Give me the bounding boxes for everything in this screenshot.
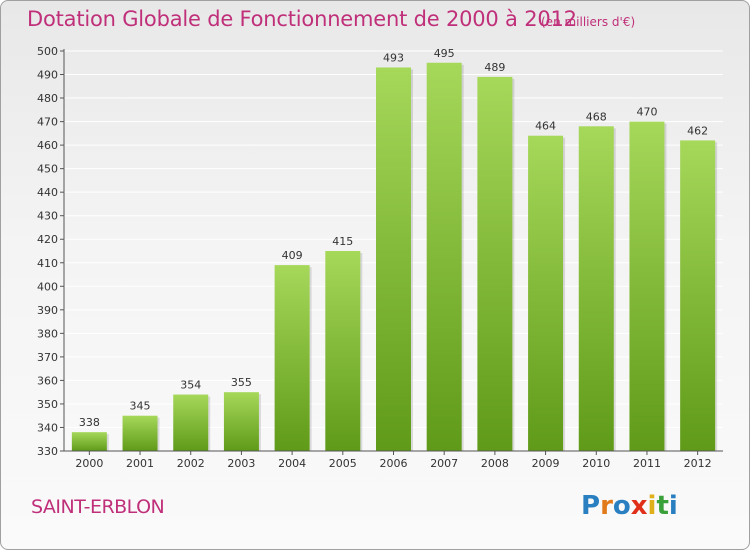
bar (71, 432, 107, 451)
data-label: 489 (484, 61, 505, 74)
data-label: 345 (130, 400, 151, 413)
x-tick-label: 2008 (481, 457, 509, 470)
data-label: 355 (231, 376, 252, 389)
data-label: 464 (535, 120, 556, 133)
y-tick-label: 400 (37, 280, 58, 293)
y-tick-label: 410 (37, 257, 58, 270)
y-tick-label: 390 (37, 304, 58, 317)
bar (274, 265, 310, 451)
proxiti-logo: Proxiti (581, 491, 678, 521)
bar (578, 126, 614, 451)
logo-letter: i (647, 491, 657, 521)
y-tick-label: 330 (37, 445, 58, 458)
bar (477, 76, 513, 451)
y-tick-label: 340 (37, 421, 58, 434)
data-label: 354 (180, 379, 201, 392)
logo-letter: i (668, 491, 678, 521)
logo-letter: o (612, 491, 631, 521)
x-tick-label: 2011 (633, 457, 661, 470)
logo-letter: P (581, 491, 601, 521)
y-tick-label: 450 (37, 163, 58, 176)
data-label: 462 (687, 124, 708, 137)
x-tick-label: 2010 (582, 457, 610, 470)
bar (426, 62, 462, 451)
data-label: 415 (332, 235, 353, 248)
y-tick-label: 430 (37, 210, 58, 223)
x-tick-label: 2002 (177, 457, 205, 470)
data-label: 338 (79, 416, 100, 429)
bar (173, 394, 209, 451)
y-tick-label: 420 (37, 233, 58, 246)
y-tick-label: 490 (37, 69, 58, 82)
y-tick-label: 360 (37, 374, 58, 387)
x-tick-label: 2006 (380, 457, 408, 470)
logo-letter: x (630, 491, 648, 521)
y-tick-label: 370 (37, 351, 58, 364)
data-label: 468 (586, 110, 607, 123)
data-label: 409 (282, 249, 303, 262)
data-label: 495 (434, 47, 455, 60)
axes: 330 340 350 360 370 380 390 400 410 420 430 440 450 4… (37, 45, 723, 470)
bar (325, 251, 361, 451)
x-tick-label: 2007 (430, 457, 458, 470)
x-tick-label: 2012 (684, 457, 712, 470)
bar (629, 121, 665, 452)
bar (376, 67, 411, 452)
x-tick-label: 2003 (227, 457, 255, 470)
bar (122, 415, 158, 451)
bar (223, 392, 259, 451)
y-tick-label: 500 (37, 45, 58, 58)
y-tick-label: 480 (37, 92, 58, 105)
y-tick-label: 350 (37, 398, 58, 411)
x-tick-label: 2000 (75, 457, 103, 470)
x-tick-label: 2009 (532, 457, 560, 470)
commune-name: SAINT-ERBLON (31, 496, 165, 518)
data-label: 493 (383, 51, 404, 64)
x-tick-label: 2001 (126, 457, 154, 470)
y-tick-label: 470 (37, 116, 58, 129)
y-tick-label: 380 (37, 327, 58, 340)
bar (528, 135, 564, 452)
data-label: 470 (636, 106, 657, 119)
logo-letter: r (600, 491, 613, 521)
y-tick-label: 460 (37, 139, 58, 152)
chart-title: Dotation Globale de Fonctionnement de 20… (27, 7, 577, 31)
x-tick-label: 2004 (278, 457, 306, 470)
x-tick-label: 2005 (329, 457, 357, 470)
chart-subtitle: (en milliers d'€) (541, 15, 636, 29)
bars: 338 345 354 355 409 415 493 495 489 464 468 470 462 (71, 47, 718, 452)
bar (680, 140, 716, 452)
logo-letter: t (656, 491, 669, 521)
y-tick-label: 440 (37, 186, 58, 199)
